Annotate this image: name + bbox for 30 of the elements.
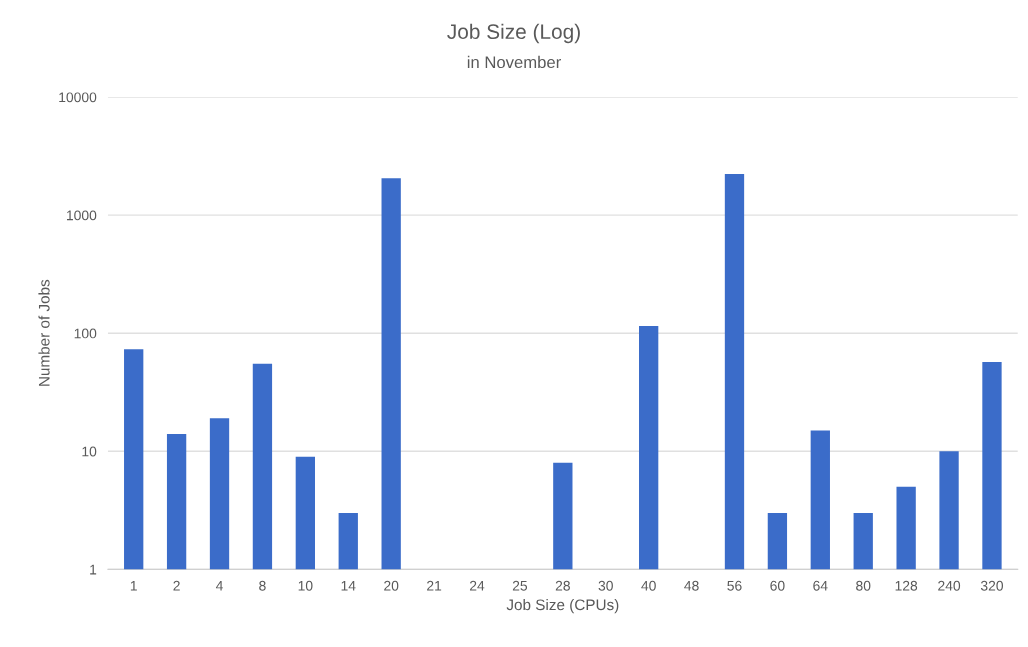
chart-title: Job Size (Log) [447, 23, 580, 44]
x-tick-label: 320 [980, 580, 1004, 591]
x-tick-label: 48 [684, 580, 699, 591]
y-tick-label: 1000 [66, 210, 97, 221]
y-tick-label: 100 [74, 328, 97, 339]
x-tick-label: 8 [259, 580, 266, 591]
x-tick-label: 128 [895, 580, 918, 591]
y-tick-label: 1 [90, 564, 97, 575]
x-tick-label: 28 [555, 580, 570, 591]
x-axis-title: Job Size (CPUs) [506, 598, 619, 614]
chart-subtitle: in November [467, 55, 561, 69]
y-tick-label: 10000 [59, 92, 97, 103]
x-tick-label: 40 [641, 580, 656, 591]
x-tick-label: 60 [770, 580, 785, 591]
x-tick-label: 1 [130, 580, 137, 591]
x-tick-label: 14 [341, 580, 356, 591]
y-tick-label: 10 [82, 446, 97, 457]
x-tick-label: 2 [173, 580, 180, 591]
x-tick-label: 20 [384, 580, 399, 591]
x-tick-label: 56 [727, 580, 742, 591]
x-tick-label: 240 [938, 580, 961, 591]
x-tick-label: 10 [298, 580, 313, 591]
x-tick-label: 21 [427, 580, 442, 591]
x-tick-label: 4 [215, 580, 223, 591]
x-tick-label: 24 [469, 580, 485, 591]
x-tick-label: 64 [813, 580, 828, 591]
x-tick-label: 80 [856, 580, 871, 591]
y-axis-title: Number of Jobs [38, 279, 50, 386]
x-tick-label: 30 [598, 580, 613, 591]
x-tick-label: 25 [512, 580, 528, 591]
